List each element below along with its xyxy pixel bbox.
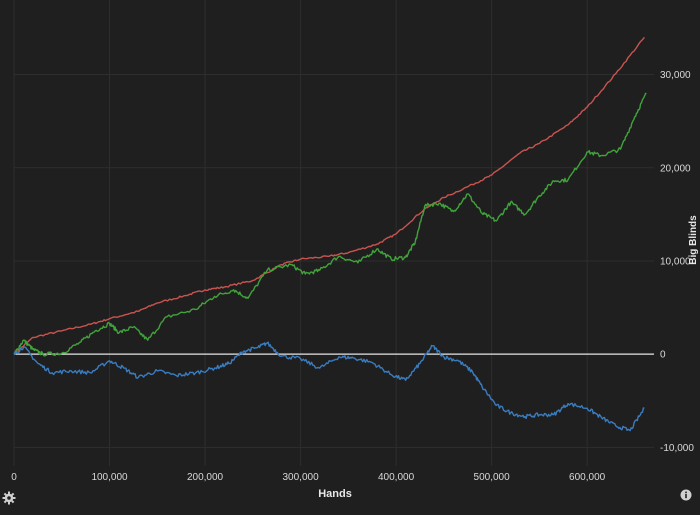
y-tick-label: 20,000 bbox=[660, 163, 691, 174]
x-tick-label: 100,000 bbox=[91, 472, 128, 483]
gear-icon[interactable] bbox=[2, 491, 16, 505]
x-tick-label: 600,000 bbox=[569, 472, 606, 483]
x-tick-label: 500,000 bbox=[474, 472, 511, 483]
x-axis-ticks: 0 100,000 200,000 300,000 400,000 500,000 600,… bbox=[11, 472, 605, 483]
x-tick-label: 0 bbox=[11, 472, 17, 483]
x-tick-label: 400,000 bbox=[378, 472, 415, 483]
y-tick-label: -10,000 bbox=[660, 443, 694, 454]
series-line-1 bbox=[13, 36, 645, 355]
x-axis-label: Hands bbox=[318, 488, 352, 500]
series-layer bbox=[13, 36, 647, 432]
x-tick-label: 300,000 bbox=[282, 472, 319, 483]
info-icon[interactable] bbox=[680, 488, 694, 502]
y-tick-label: 10,000 bbox=[660, 256, 691, 267]
y-tick-label: 0 bbox=[660, 350, 666, 361]
y-axis-label: Big Blinds bbox=[688, 215, 699, 265]
series-line-2 bbox=[13, 92, 647, 357]
y-tick-label: 30,000 bbox=[660, 70, 691, 81]
series-line-3 bbox=[13, 341, 645, 432]
x-tick-label: 200,000 bbox=[187, 472, 224, 483]
y-axis-ticks: -10,000 0 10,000 20,000 30,000 bbox=[660, 70, 694, 454]
